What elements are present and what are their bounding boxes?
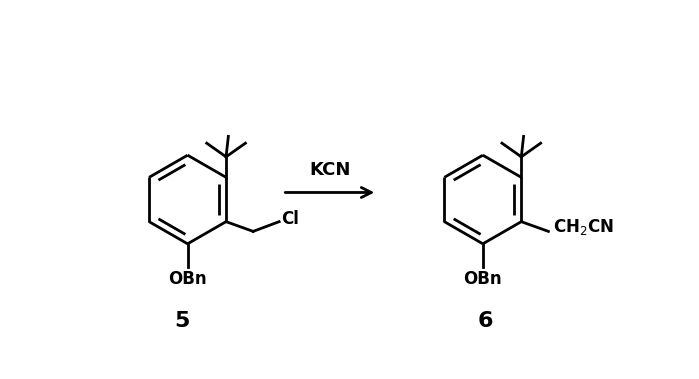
Text: 5: 5	[175, 311, 190, 331]
Text: KCN: KCN	[309, 161, 350, 179]
Text: OBn: OBn	[168, 270, 207, 288]
Text: OBn: OBn	[463, 270, 502, 288]
Text: Cl: Cl	[281, 210, 299, 229]
Text: CH$_2$CN: CH$_2$CN	[553, 217, 614, 237]
Text: 6: 6	[478, 311, 493, 331]
